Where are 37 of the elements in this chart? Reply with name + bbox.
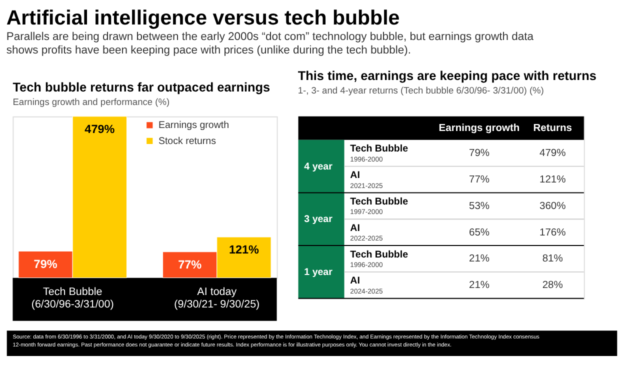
text: 65% bbox=[468, 227, 490, 238]
text: AI bbox=[350, 222, 360, 234]
text: 1 year bbox=[304, 266, 333, 278]
x-tick-label: Tech Bubble (6/30/96-3/31/00) bbox=[31, 286, 114, 311]
text: 77% bbox=[468, 174, 490, 186]
chart-title: Tech bubble returns far outpaced earnings bbox=[12, 79, 270, 94]
text: Tech Bubble bbox=[350, 196, 409, 208]
legend-label: Stock returns bbox=[158, 136, 216, 147]
x-tick-label: AI today (9/30/21- 9/30/25) bbox=[174, 286, 260, 311]
text: Tech Bubble bbox=[350, 249, 409, 260]
text: 21% bbox=[468, 254, 490, 265]
text: Parallels are being drawn between the early 2000s “dot com” technology bubble, but earnings growth data shows profits have been keeping pace with prices (unlike during the tech bubble). bbox=[6, 31, 534, 56]
text: 79% bbox=[468, 148, 490, 160]
text: 360% bbox=[539, 200, 566, 212]
text: 28% bbox=[542, 280, 563, 292]
text: Earnings growth bbox=[438, 123, 520, 134]
text: 121% bbox=[539, 174, 566, 186]
text: 3 year bbox=[304, 214, 333, 226]
data-label: 77% bbox=[178, 258, 202, 272]
legend-label: Earnings growth bbox=[158, 120, 230, 132]
text: 176% bbox=[539, 227, 566, 238]
text: 53% bbox=[468, 200, 490, 212]
text: 4 year bbox=[304, 161, 333, 172]
text: 479% bbox=[539, 148, 566, 160]
data-label: 121% bbox=[228, 244, 260, 257]
text: 21% bbox=[468, 280, 490, 292]
text: This time, earnings are keeping pace with returns bbox=[298, 68, 596, 83]
text: Returns bbox=[533, 123, 572, 134]
text: AI bbox=[350, 170, 360, 182]
text: 81% bbox=[542, 254, 563, 265]
text: AI bbox=[350, 276, 360, 287]
text: Tech Bubble bbox=[350, 144, 409, 155]
chart-subtitle: Earnings growth and performance (%) bbox=[12, 96, 170, 107]
data-label: 479% bbox=[84, 123, 116, 136]
text: 1-, 3- and 4-year returns (Tech bubble 6/30/96- 3/31/00) (%) bbox=[298, 85, 544, 96]
text: Artificial intelligence versus tech bubble bbox=[6, 6, 400, 30]
data-label: 79% bbox=[34, 258, 58, 271]
